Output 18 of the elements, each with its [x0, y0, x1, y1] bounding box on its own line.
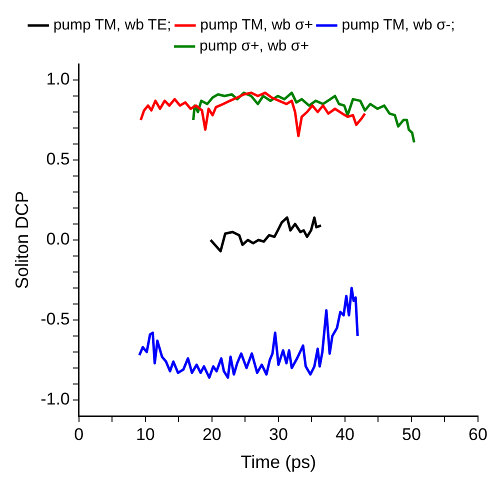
y-tick-label: 0.0 — [46, 230, 70, 249]
legend-label: pump TM, wb σ-; — [342, 16, 455, 34]
x-tick-label: 30 — [268, 424, 288, 444]
y-tick-label: 0.5 — [46, 150, 70, 169]
x-tick-label: 20 — [202, 424, 222, 444]
x-axis-title: Time (ps) — [240, 452, 316, 472]
x-tick-label: 50 — [402, 424, 421, 444]
x-tick-label: 0 — [74, 424, 84, 444]
y-tick-label: 1.0 — [46, 70, 70, 89]
x-tick-label: 10 — [136, 424, 155, 444]
y-tick-label: -0.5 — [40, 310, 70, 329]
y-axis-title: Soliton DCP — [12, 190, 32, 290]
legend-label: pump TM, wb σ+ — [200, 16, 314, 34]
legend-label: pump σ+, wb σ+ — [200, 38, 310, 55]
legend-label: pump TM, wb TE; — [53, 16, 172, 34]
y-tick-label: -1.0 — [40, 390, 70, 409]
x-tick-label: 60 — [468, 424, 488, 444]
x-tick-label: 40 — [336, 424, 354, 444]
